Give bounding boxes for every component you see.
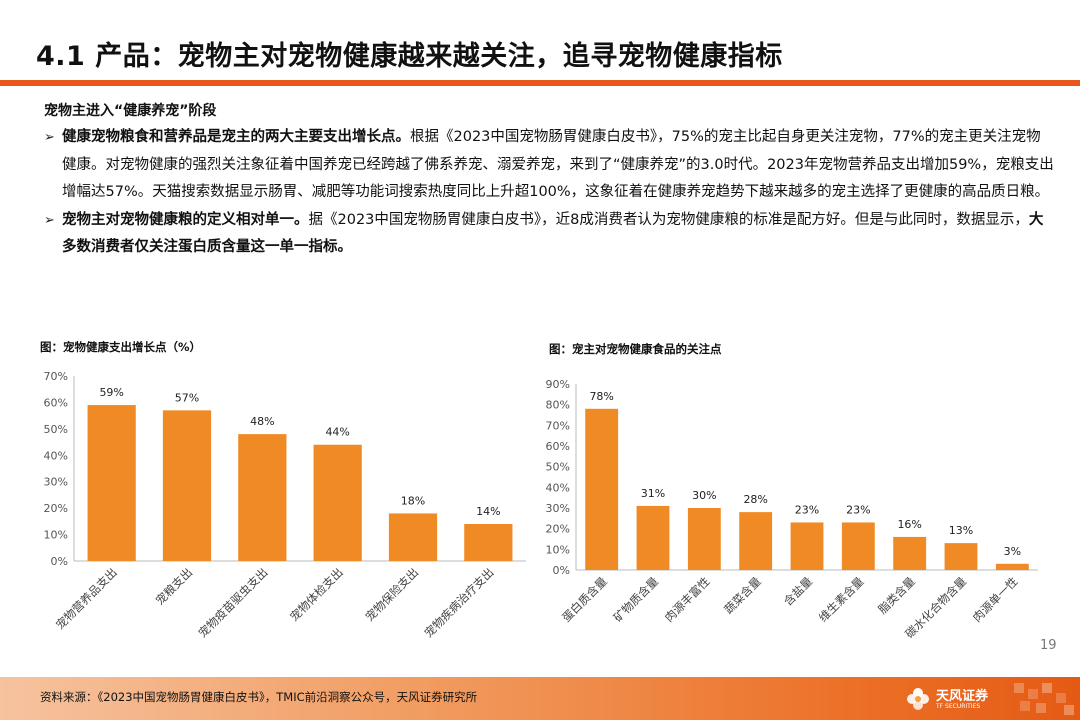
bar-value-label: 13% bbox=[949, 524, 973, 537]
arrow-bullet-icon: ➢ bbox=[44, 130, 55, 145]
y-tick-label: 70% bbox=[546, 419, 570, 432]
logo-subtitle: TF SECURITIES bbox=[936, 703, 981, 710]
category-label: 宠粮支出 bbox=[153, 565, 195, 607]
bar-value-label: 3% bbox=[1004, 545, 1021, 558]
y-tick-label: 50% bbox=[546, 461, 570, 474]
bullet-item: ➢ 宠物主对宠物健康粮的定义相对单一。据《2023中国宠物肠胃健康白皮书》，近8… bbox=[44, 207, 1054, 262]
category-label: 宠物保险支出 bbox=[362, 565, 421, 624]
y-tick-label: 70% bbox=[44, 370, 68, 383]
y-tick-label: 0% bbox=[51, 555, 68, 568]
page-number: 19 bbox=[1040, 638, 1057, 653]
bullet-text: 据《2023中国宠物肠胃健康白皮书》，近8成消费者认为宠物健康粮的标准是配方好。… bbox=[308, 211, 1029, 228]
category-label: 宠物体检支出 bbox=[287, 565, 346, 624]
y-tick-label: 40% bbox=[546, 481, 570, 494]
y-tick-label: 90% bbox=[546, 378, 570, 391]
category-label: 维生素含量 bbox=[816, 574, 867, 625]
bullet-text: 根据《2023中国宠物肠胃健康白皮书》，75%的宠主比起自身更关注宠物，77%的… bbox=[62, 129, 1054, 200]
footer-bar: 资料来源：《2023中国宠物肠胃健康白皮书》，TMIC前沿洞察公众号，天风证券研… bbox=[0, 677, 1080, 720]
y-tick-label: 0% bbox=[553, 564, 570, 577]
health-food-focus-chart: 0% 10% 20% 30% 40% 50% 60% 70% 80% 90% 78% 蛋白质含量 31%… bbox=[546, 378, 1038, 641]
page-title: 4.1 产品：宠物主对宠物健康越来越关注，追寻宠物健康指标 bbox=[36, 41, 783, 72]
flower-logo-icon bbox=[907, 688, 929, 710]
bar bbox=[995, 563, 1029, 570]
y-tick-label: 10% bbox=[44, 529, 68, 542]
y-tick-label: 20% bbox=[44, 502, 68, 515]
category-label: 脂类含量 bbox=[875, 574, 917, 616]
category-label: 蛋白质含量 bbox=[559, 574, 610, 625]
bullet-bold-lead: 宠物主对宠物健康粮的定义相对单一。 bbox=[62, 211, 309, 228]
logo-name: 天风证券 bbox=[936, 689, 989, 704]
y-tick-label: 60% bbox=[546, 440, 570, 453]
bar bbox=[944, 543, 978, 570]
y-tick-label: 10% bbox=[546, 543, 570, 556]
bar-value-label: 31% bbox=[641, 487, 665, 500]
bar-value-label: 23% bbox=[846, 503, 870, 516]
bullet-list: ➢ 健康宠物粮食和营养品是宠主的两大主要支出增长点。根据《2023中国宠物肠胃健… bbox=[44, 124, 1054, 262]
bar bbox=[687, 508, 721, 570]
bar-value-label: 44% bbox=[325, 426, 349, 439]
bar-value-label: 78% bbox=[589, 390, 613, 403]
y-tick-label: 20% bbox=[546, 523, 570, 536]
footer-gradient bbox=[0, 677, 1080, 720]
category-label: 肉源丰富性 bbox=[662, 574, 713, 625]
bar bbox=[636, 505, 670, 570]
bar-value-label: 57% bbox=[175, 391, 199, 404]
chart-right-title: 图：宠主对宠物健康食品的关注点 bbox=[549, 342, 722, 356]
y-tick-label: 50% bbox=[44, 423, 68, 436]
bar bbox=[841, 522, 875, 570]
company-logo: 天风证券 TF SECURITIES bbox=[904, 683, 1034, 715]
bar-value-label: 16% bbox=[897, 518, 921, 531]
bar-value-label: 14% bbox=[476, 505, 500, 518]
category-label: 宠物疾病治疗支出 bbox=[422, 565, 497, 640]
category-label: 矿物质含量 bbox=[611, 574, 662, 625]
chart-left-title: 图：宠物健康支出增长点（%） bbox=[40, 340, 202, 354]
bar bbox=[585, 408, 619, 570]
y-tick-label: 30% bbox=[546, 502, 570, 515]
bar bbox=[464, 524, 513, 561]
bar bbox=[388, 513, 438, 561]
bar-value-label: 18% bbox=[401, 494, 425, 507]
bar-value-label: 59% bbox=[99, 386, 123, 399]
bar bbox=[739, 512, 773, 570]
section-heading: 宠物主进入“健康养宠”阶段 bbox=[44, 103, 217, 119]
bar-value-label: 23% bbox=[795, 503, 819, 516]
category-label: 含盐量 bbox=[781, 574, 815, 608]
bar-value-label: 30% bbox=[692, 489, 716, 502]
bullet-item: ➢ 健康宠物粮食和营养品是宠主的两大主要支出增长点。根据《2023中国宠物肠胃健… bbox=[44, 124, 1054, 207]
spending-growth-chart: 0% 10% 20% 30% 40% 50% 60% 70% 59% 宠物营养品支出 57% 宠粮支出… bbox=[44, 370, 526, 640]
bar bbox=[313, 444, 362, 561]
bar bbox=[87, 405, 136, 561]
bar-value-label: 28% bbox=[743, 493, 767, 506]
title-divider bbox=[0, 80, 1080, 86]
bar bbox=[790, 522, 824, 570]
bar bbox=[162, 410, 212, 561]
bar-value-label: 48% bbox=[250, 415, 274, 428]
arrow-bullet-icon: ➢ bbox=[44, 212, 55, 228]
category-label: 宠物疫苗驱虫支出 bbox=[196, 565, 271, 640]
y-tick-label: 80% bbox=[546, 399, 570, 412]
bar bbox=[893, 536, 927, 570]
source-note: 资料来源：《2023中国宠物肠胃健康白皮书》，TMIC前沿洞察公众号，天风证券研… bbox=[40, 690, 478, 704]
decorative-squares bbox=[1014, 683, 1074, 715]
y-tick-label: 40% bbox=[44, 449, 68, 462]
bullet-bold-lead: 健康宠物粮食和营养品是宠主的两大主要支出增长点。 bbox=[62, 129, 410, 145]
y-tick-label: 60% bbox=[44, 396, 68, 409]
bar bbox=[238, 434, 287, 561]
y-tick-label: 30% bbox=[44, 476, 68, 489]
category-label: 宠物营养品支出 bbox=[53, 565, 120, 632]
category-label: 肉源单一性 bbox=[970, 574, 1021, 625]
category-label: 蔬菜含量 bbox=[721, 574, 763, 616]
bullet-bold-tail: 大多数消费者仅关注蛋白质含量这一单一指标。 bbox=[62, 211, 1044, 256]
